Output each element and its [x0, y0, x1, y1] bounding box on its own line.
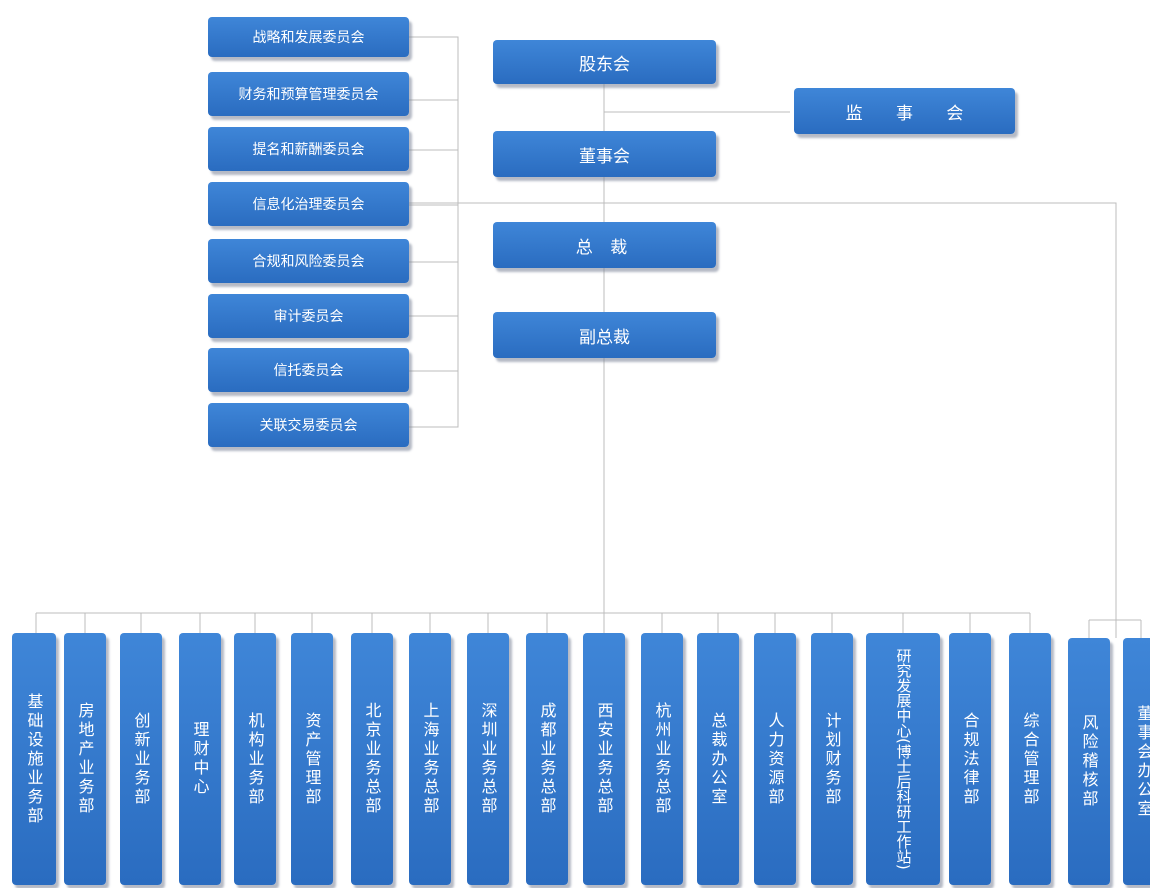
supervisors-label: 监 事 会 [845, 103, 978, 124]
dept-label: 杭州业务总部 [652, 702, 672, 816]
shareholders-box: 股东会 [493, 40, 716, 84]
dept-beijing: 北京业务总部 [351, 633, 393, 885]
committee-trust: 信托委员会 [208, 348, 409, 392]
dept-label: 综合管理部 [1020, 711, 1040, 807]
dept-label: 西安业务总部 [594, 702, 614, 816]
dept-shanghai: 上海业务总部 [409, 633, 451, 885]
dept-real-estate: 房地产业务部 [64, 633, 106, 885]
committee-it-governance: 信息化治理委员会 [208, 182, 409, 226]
dept-planning-finance: 计划财务部 [811, 633, 853, 885]
dept-hangzhou: 杭州业务总部 [641, 633, 683, 885]
committee-related-transactions: 关联交易委员会 [208, 403, 409, 447]
vp-box: 副总裁 [493, 312, 716, 358]
dept-label: 董事会办公室 [1134, 704, 1150, 819]
committee-label: 战略和发展委员会 [252, 30, 365, 46]
dept-wealth-center: 理财中心 [179, 633, 221, 885]
dept-compliance-legal: 合规法律部 [949, 633, 991, 885]
dept-board-office: 董事会办公室 [1123, 638, 1150, 885]
board-label: 董事会 [579, 146, 630, 167]
board-box: 董事会 [493, 131, 716, 177]
dept-label: 上海业务总部 [420, 702, 440, 816]
dept-label: 总裁办公室 [708, 711, 728, 807]
dept-label: 深圳业务总部 [478, 702, 498, 816]
dept-label: 风险稽核部 [1079, 714, 1099, 809]
shareholders-label: 股东会 [579, 54, 630, 75]
dept-asset-management: 资产管理部 [291, 633, 333, 885]
dept-label: 机构业务部 [245, 711, 265, 807]
dept-innovation: 创新业务部 [120, 633, 162, 885]
president-label: 总 裁 [575, 237, 634, 258]
dept-label: 合规法律部 [960, 711, 980, 807]
dept-label: 创新业务部 [131, 711, 151, 807]
dept-label: 资产管理部 [302, 711, 322, 807]
dept-label: 基础设施业务部 [24, 692, 44, 826]
dept-chengdu: 成都业务总部 [526, 633, 568, 885]
committee-strategy: 战略和发展委员会 [208, 17, 409, 57]
committee-label: 财务和预算管理委员会 [238, 87, 379, 103]
dept-label: 理财中心 [190, 721, 210, 797]
committee-audit: 审计委员会 [208, 294, 409, 338]
committee-label: 信托委员会 [273, 363, 344, 379]
dept-label: 成都业务总部 [537, 702, 557, 816]
committee-label: 关联交易委员会 [259, 418, 358, 434]
dept-label: 人力资源部 [765, 711, 785, 807]
dept-general-management: 综合管理部 [1009, 633, 1051, 885]
dept-president-office: 总裁办公室 [697, 633, 739, 885]
committee-label: 信息化治理委员会 [252, 197, 365, 213]
president-box: 总 裁 [493, 222, 716, 268]
dept-human-resources: 人力资源部 [754, 633, 796, 885]
dept-label: 研究发展中心(博士后科研工作站) [894, 648, 913, 870]
dept-label: 北京业务总部 [362, 702, 382, 816]
dept-label: 房地产业务部 [75, 702, 95, 816]
committee-label: 提名和薪酬委员会 [252, 142, 365, 158]
dept-research-center: 研究发展中心(博士后科研工作站) [866, 633, 940, 885]
dept-institutional: 机构业务部 [234, 633, 276, 885]
dept-risk-audit: 风险稽核部 [1068, 638, 1110, 885]
committee-nomination: 提名和薪酬委员会 [208, 127, 409, 171]
dept-xian: 西安业务总部 [583, 633, 625, 885]
dept-shenzhen: 深圳业务总部 [467, 633, 509, 885]
supervisors-box: 监 事 会 [794, 88, 1015, 134]
committee-finance-budget: 财务和预算管理委员会 [208, 72, 409, 116]
vp-label: 副总裁 [579, 327, 630, 348]
dept-label: 计划财务部 [822, 711, 842, 807]
committee-compliance-risk: 合规和风险委员会 [208, 239, 409, 283]
committee-label: 审计委员会 [273, 309, 344, 325]
dept-infrastructure: 基础设施业务部 [12, 633, 56, 885]
committee-label: 合规和风险委员会 [252, 254, 365, 270]
